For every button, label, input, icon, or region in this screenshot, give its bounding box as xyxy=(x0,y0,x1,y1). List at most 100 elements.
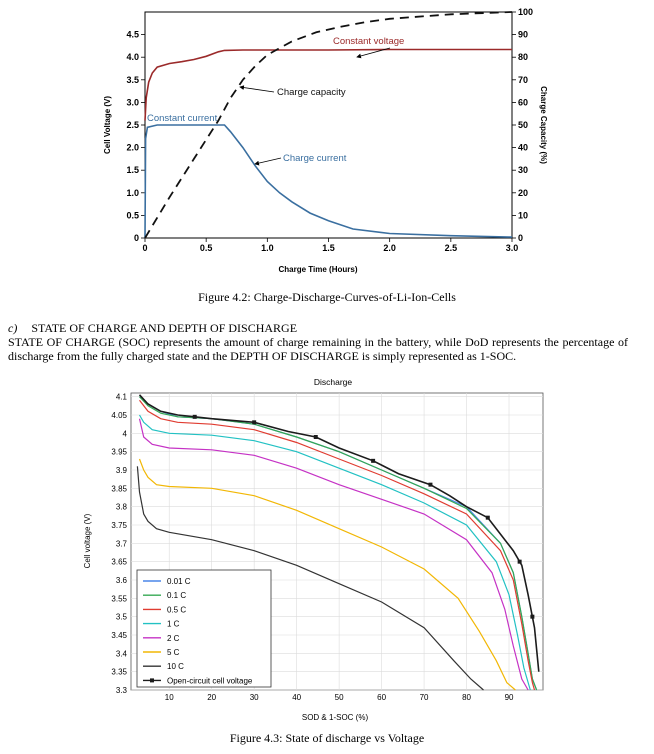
y-tick-label: 3.65 xyxy=(111,558,127,567)
section-index: c) xyxy=(8,321,18,335)
ocv-marker xyxy=(428,482,433,487)
ocv-marker xyxy=(530,614,535,619)
legend-label: Open-circuit cell voltage xyxy=(167,676,253,685)
y2-tick-label: 60 xyxy=(518,97,528,107)
x-tick-label: 2.0 xyxy=(383,243,396,253)
y-tick-label: 4.5 xyxy=(126,30,139,40)
y-tick-label: 4.0 xyxy=(126,52,139,62)
y-tick-label: 3.85 xyxy=(111,484,127,493)
series-line-5-c xyxy=(138,458,516,691)
y-axis-label: Cell Voltage (V) xyxy=(103,96,112,154)
y2-tick-label: 70 xyxy=(518,75,528,85)
figure-4-3-caption: Figure 4.3: State of discharge vs Voltag… xyxy=(229,731,425,745)
legend-label: 0.1 C xyxy=(167,591,186,600)
x-tick-label: 2.5 xyxy=(445,243,458,253)
y2-tick-label: 10 xyxy=(518,210,528,220)
y-axis-ticks: 3.3 3.35 3.4 3.45 3.5 3.55 3.6 3.65 3.7 3.75 3.8 3.… xyxy=(111,393,127,695)
section-heading: c) STATE OF CHARGE AND DEPTH OF DISCHARGE xyxy=(8,321,297,336)
y2-axis-label: Charge Capacity (%) xyxy=(539,86,548,164)
y-tick-label: 3.75 xyxy=(111,521,127,530)
y-tick-label: 4 xyxy=(123,429,128,438)
y-axis-ticks: 0 0.5 1.0 1.5 2.0 2.5 3.0 3.5 4.0 4.5 xyxy=(126,30,145,243)
arrow-constant-voltage xyxy=(356,47,391,59)
y2-tick-label: 0 xyxy=(518,233,523,243)
series-line-0-1-c xyxy=(139,396,538,691)
x-tick-label: 30 xyxy=(250,693,259,702)
ocv-marker xyxy=(485,515,490,520)
series-group xyxy=(144,11,513,239)
y-tick-label: 3.3 xyxy=(116,686,128,695)
y-tick-label: 3.0 xyxy=(126,97,139,107)
y-tick-label: 3.6 xyxy=(116,576,128,585)
y2-tick-label: 50 xyxy=(518,120,528,130)
y-tick-label: 3.55 xyxy=(111,594,127,603)
legend-label: 1 C xyxy=(167,620,180,629)
section-title: STATE OF CHARGE AND DEPTH OF DISCHARGE xyxy=(31,321,298,335)
y-tick-label: 3.95 xyxy=(111,448,127,457)
y2-tick-label: 90 xyxy=(518,30,528,40)
y-tick-label: 1.5 xyxy=(126,165,139,175)
x-tick-label: 40 xyxy=(292,693,301,702)
y-tick-label: 2.5 xyxy=(126,120,139,130)
x-tick-label: 20 xyxy=(207,693,216,702)
annotation-charge-current: Charge current xyxy=(283,153,347,164)
legend-label: 0.5 C xyxy=(167,605,186,614)
x-tick-label: 1.5 xyxy=(322,243,335,253)
x-tick-label: 3.0 xyxy=(506,243,519,253)
y-tick-label: 3.5 xyxy=(126,75,139,85)
x-tick-label: 1.0 xyxy=(261,243,274,253)
arrow-charge-capacity xyxy=(239,85,275,93)
ocv-marker xyxy=(517,559,522,564)
chart-title: Discharge xyxy=(314,377,353,387)
y-tick-label: 1.0 xyxy=(126,188,139,198)
x-tick-label: 10 xyxy=(165,693,174,702)
y2-tick-label: 30 xyxy=(518,165,528,175)
x-tick-label: 50 xyxy=(335,693,344,702)
x-tick-label: 80 xyxy=(462,693,471,702)
y-tick-label: 3.7 xyxy=(116,539,128,548)
y-axis-label: Cell voltage (V) xyxy=(83,513,92,568)
y2-axis-ticks: 0 10 20 30 40 50 60 70 80 90 100 xyxy=(512,7,533,243)
x-tick-label: 0.5 xyxy=(200,243,213,253)
y-tick-label: 3.45 xyxy=(111,631,127,640)
series-line-0-5-c xyxy=(139,399,536,691)
x-tick-label: 0 xyxy=(142,243,147,253)
legend: 0.01 C 0.1 C 0.5 C 1 C 2 C 5 C 10 C Open-circui… xyxy=(136,569,272,688)
y2-tick-label: 100 xyxy=(518,7,533,17)
series-group xyxy=(136,394,540,691)
y-tick-label: 0 xyxy=(134,233,139,243)
series-line-10-c xyxy=(136,466,484,691)
y-tick-label: 4.1 xyxy=(116,393,128,402)
ocv-marker xyxy=(313,435,318,439)
series-line-2-c xyxy=(138,418,529,691)
x-tick-label: 90 xyxy=(505,693,514,702)
legend-label: 10 C xyxy=(167,662,184,671)
y-tick-label: 3.4 xyxy=(116,649,128,658)
y2-tick-label: 40 xyxy=(518,143,528,153)
x-axis-label: Charge Time (Hours) xyxy=(279,265,358,274)
y2-tick-label: 20 xyxy=(518,188,528,198)
y2-tick-label: 80 xyxy=(518,52,528,62)
annotation-constant-current: Constant current xyxy=(147,113,218,124)
legend-label: 5 C xyxy=(167,648,180,657)
y-tick-label: 0.5 xyxy=(126,210,139,220)
y-tick-label: 4.05 xyxy=(111,411,127,420)
y-tick-label: 3.8 xyxy=(116,503,128,512)
ocv-marker xyxy=(371,458,376,463)
legend-box xyxy=(136,569,272,688)
annotation-charge-capacity: Charge capacity xyxy=(277,87,346,98)
series-line-1-c xyxy=(138,414,531,691)
arrow-charge-current xyxy=(254,157,282,166)
x-tick-label: 60 xyxy=(377,693,386,702)
ocv-marker xyxy=(192,414,197,419)
discharge-chart: Discharge 10 20 30 40 50 60 70 80 90 3.33.353.43… xyxy=(83,377,544,722)
y-tick-label: 3.5 xyxy=(116,613,128,622)
section-paragraph: STATE OF CHARGE (SOC) represents the amo… xyxy=(8,335,628,363)
x-axis-ticks: 0 0.5 1.0 1.5 2.0 2.5 3.0 xyxy=(142,238,518,253)
x-axis-label: SOD & 1-SOC (%) xyxy=(302,713,369,722)
current-line xyxy=(144,124,513,239)
x-axis-ticks: 10 20 30 40 50 60 70 80 90 xyxy=(165,693,514,702)
y-tick-label: 3.9 xyxy=(116,466,128,475)
legend-label: 2 C xyxy=(167,634,180,643)
charge-curves-chart: 0 0.5 1.0 1.5 2.0 2.5 3.0 0 0.5 1.0 1.5 2.0 2.5 3.0 3… xyxy=(103,7,548,274)
